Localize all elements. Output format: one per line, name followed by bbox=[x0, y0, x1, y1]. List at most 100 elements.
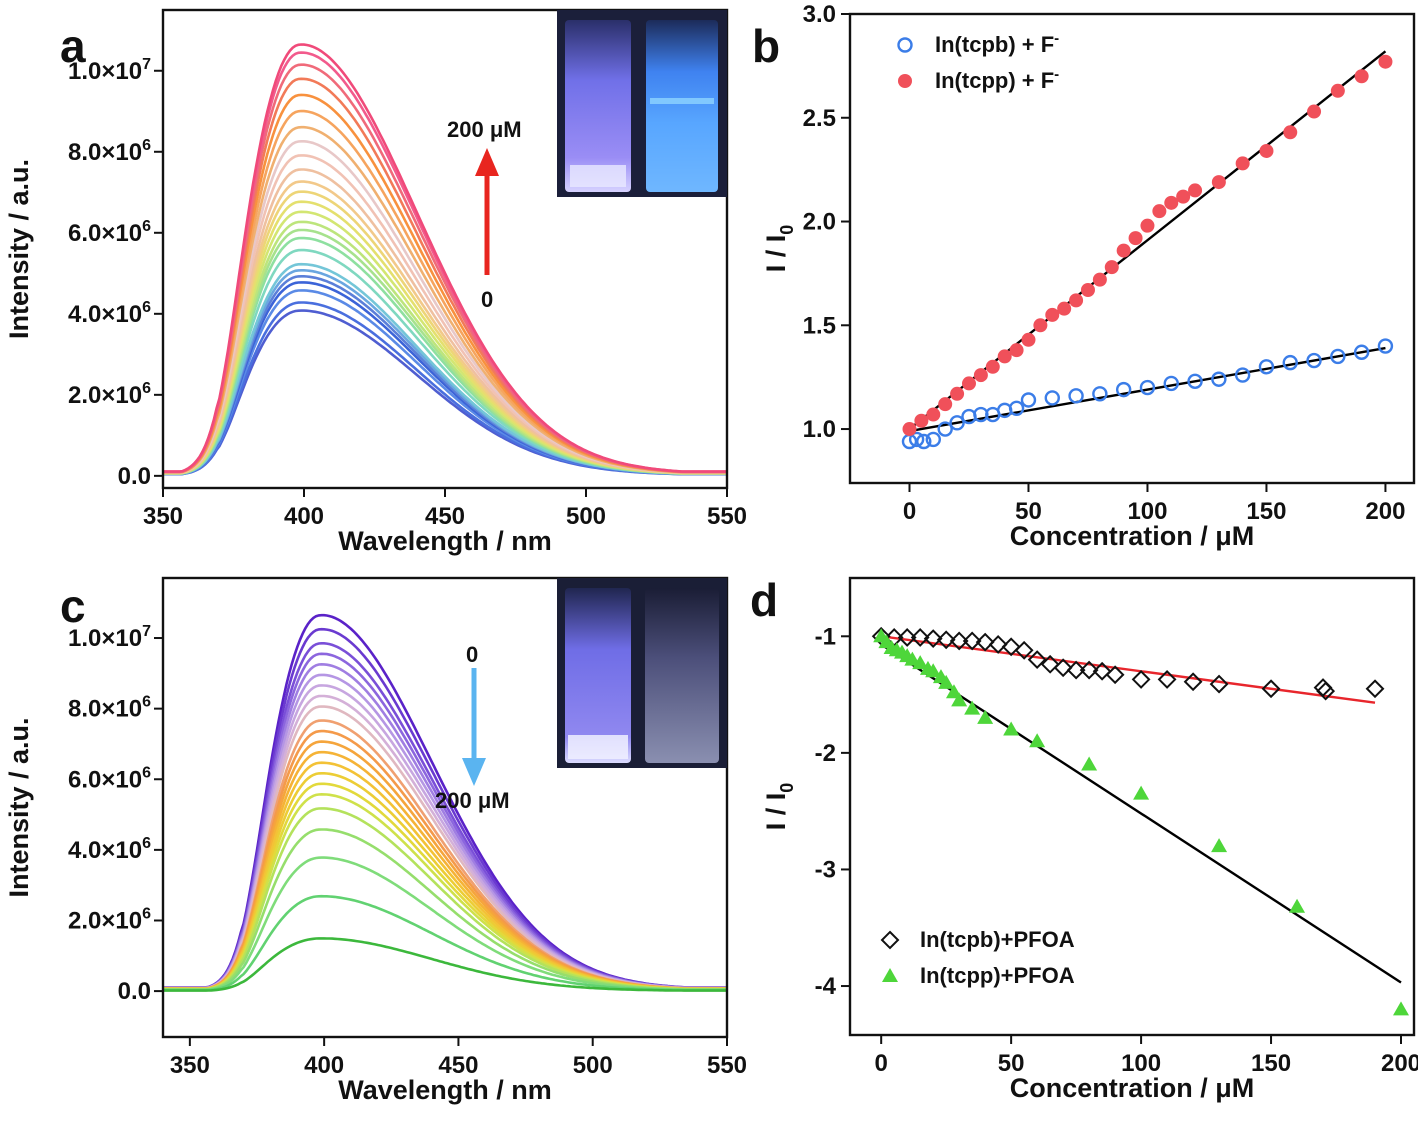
y-tick-label: 4.0×106 bbox=[68, 299, 151, 328]
annotation-c: 0 200 μM bbox=[435, 642, 510, 813]
inset-photo-a bbox=[557, 10, 727, 197]
x-tick-label: 350 bbox=[170, 1052, 210, 1079]
data-point-open-circle bbox=[1115, 381, 1132, 398]
data-point-open-diamond bbox=[988, 635, 1008, 654]
data-point-filled-triangle bbox=[1211, 838, 1228, 853]
data-point-open-circle bbox=[897, 37, 913, 53]
data-point-filled-circle bbox=[1176, 189, 1191, 204]
vial-left-a bbox=[565, 20, 631, 192]
data-point-open-diamond bbox=[1105, 665, 1125, 685]
x-tick-label: 450 bbox=[425, 503, 465, 530]
legend-label: In(tcpp)+PFOA bbox=[920, 963, 1075, 988]
x-tick-label: 100 bbox=[1121, 1050, 1161, 1077]
data-point-filled-circle bbox=[1259, 143, 1274, 158]
data-point-filled-circle bbox=[1116, 243, 1131, 258]
panel-c: 350 400 450 500 5500.02.0×1064.0×1066.0×1068… bbox=[4, 576, 747, 1105]
y-tick-label: -1 bbox=[815, 623, 836, 650]
data-point-filled-circle bbox=[1307, 104, 1322, 119]
data-point-filled-circle bbox=[1069, 293, 1084, 308]
data-point-open-diamond bbox=[1027, 650, 1047, 670]
data-point-filled-triangle bbox=[925, 663, 942, 678]
spectrum-curve bbox=[163, 43, 727, 473]
data-point-filled-circle bbox=[961, 376, 976, 391]
y-tick-exponent: 6 bbox=[142, 380, 151, 397]
data-point-filled-triangle bbox=[977, 709, 994, 724]
data-point-open-diamond bbox=[1092, 661, 1112, 681]
data-point-open-diamond bbox=[1365, 679, 1385, 699]
y-tick-mantissa: 1.0×10 bbox=[68, 58, 142, 85]
x-axis-title: Concentration / μM bbox=[1010, 521, 1255, 551]
data-point-filled-circle bbox=[914, 413, 929, 428]
x-tick-label: 350 bbox=[143, 503, 183, 530]
data-point-filled-circle bbox=[898, 74, 912, 88]
x-tick-label: 550 bbox=[707, 1052, 747, 1079]
data-point-open-diamond bbox=[910, 628, 930, 647]
x-tick-label: 550 bbox=[707, 503, 747, 530]
fit-line bbox=[881, 635, 1376, 704]
plot-frame bbox=[848, 576, 1416, 1037]
y-tick-label: 2.0×106 bbox=[68, 905, 151, 934]
data-point-open-circle bbox=[1020, 392, 1037, 408]
panel-d: In(tcpb)+PFOA In(tcpp)+PFOA 0 50 100 150 200 -1… bbox=[750, 574, 1418, 1103]
x-tick-label: 150 bbox=[1251, 1050, 1291, 1077]
x-tick-label: 50 bbox=[1015, 498, 1042, 525]
y-tick-mantissa: 6.0×10 bbox=[68, 220, 142, 247]
data-point-filled-circle bbox=[1092, 272, 1107, 287]
y-axis-title: Intensity / a.u. bbox=[4, 159, 34, 339]
data-point-filled-circle bbox=[1235, 156, 1250, 171]
data-point-filled-circle bbox=[1283, 125, 1298, 140]
data-point-open-diamond bbox=[1209, 674, 1229, 694]
data-point-filled-circle bbox=[926, 407, 941, 422]
y-axis-title-sub: 0 bbox=[777, 225, 797, 235]
data-point-filled-circle bbox=[1330, 83, 1345, 98]
data-point-open-diamond bbox=[949, 631, 969, 651]
y-axis-title-sub: 0 bbox=[777, 783, 797, 793]
data-point-open-diamond bbox=[1001, 637, 1021, 657]
data-point-filled-triangle bbox=[912, 655, 929, 670]
data-point-filled-circle bbox=[1164, 195, 1179, 210]
panel-b: In(tcpb) + F-In(tcpp) + F-0 50 100 150 2001.… bbox=[752, 1, 1416, 551]
fit-line bbox=[880, 643, 1402, 984]
plot-frame bbox=[161, 576, 729, 1039]
data-point-filled-circle bbox=[1211, 175, 1226, 190]
y-tick-mantissa: 6.0×10 bbox=[68, 766, 142, 793]
data-point-filled-triangle bbox=[1133, 785, 1150, 800]
data-point-open-circle bbox=[1139, 379, 1156, 396]
data-point-open-circle bbox=[1377, 338, 1394, 354]
y-tick-label: 1.5 bbox=[803, 312, 836, 339]
data-point-filled-triangle bbox=[951, 692, 968, 707]
legend-label-text: In(tcpp) + F bbox=[935, 68, 1054, 93]
arrow-up-icon bbox=[475, 148, 499, 176]
y-tick-label: 0.0 bbox=[118, 978, 151, 1005]
y-axis-title-main: I / I bbox=[761, 793, 791, 831]
y-tick-label: 1.0×107 bbox=[68, 623, 151, 652]
data-point-open-diamond bbox=[1131, 670, 1151, 689]
data-point-open-diamond bbox=[1014, 640, 1034, 660]
data-point-open-diamond bbox=[897, 628, 917, 647]
y-tick-label: 8.0×106 bbox=[68, 694, 151, 723]
data-point-filled-circle bbox=[997, 349, 1012, 364]
y-tick-mantissa: 2.0×10 bbox=[68, 382, 142, 409]
data-point-open-circle bbox=[925, 431, 941, 448]
data-point-open-diamond bbox=[936, 630, 956, 650]
spectrum-curve bbox=[163, 937, 727, 992]
y-tick-label: 0.0 bbox=[118, 463, 151, 490]
data-point-open-diamond bbox=[880, 930, 900, 950]
data-point-open-circle bbox=[1234, 367, 1251, 383]
y-tick-label: 3.0 bbox=[803, 1, 836, 28]
y-tick-label: 1.0 bbox=[803, 416, 836, 443]
y-tick-mantissa: 4.0×10 bbox=[68, 837, 142, 864]
legend-label: In(tcpb)+PFOA bbox=[920, 927, 1075, 952]
data-point-open-circle bbox=[1353, 344, 1370, 360]
data-point-open-circle bbox=[1008, 400, 1025, 416]
x-tick-label: 50 bbox=[998, 1050, 1025, 1077]
y-tick-label: 1.0×107 bbox=[68, 56, 151, 85]
y-tick-label: -3 bbox=[815, 856, 836, 883]
data-point-open-diamond bbox=[1313, 678, 1333, 698]
y-tick-exponent: 6 bbox=[142, 835, 151, 852]
annotation-a: 200 μM 0 bbox=[447, 117, 522, 312]
legend-label-text: In(tcpb) + F bbox=[935, 32, 1054, 57]
data-point-open-circle bbox=[1187, 373, 1203, 390]
data-point-open-diamond bbox=[1040, 654, 1060, 674]
data-point-filled-circle bbox=[1152, 204, 1167, 219]
